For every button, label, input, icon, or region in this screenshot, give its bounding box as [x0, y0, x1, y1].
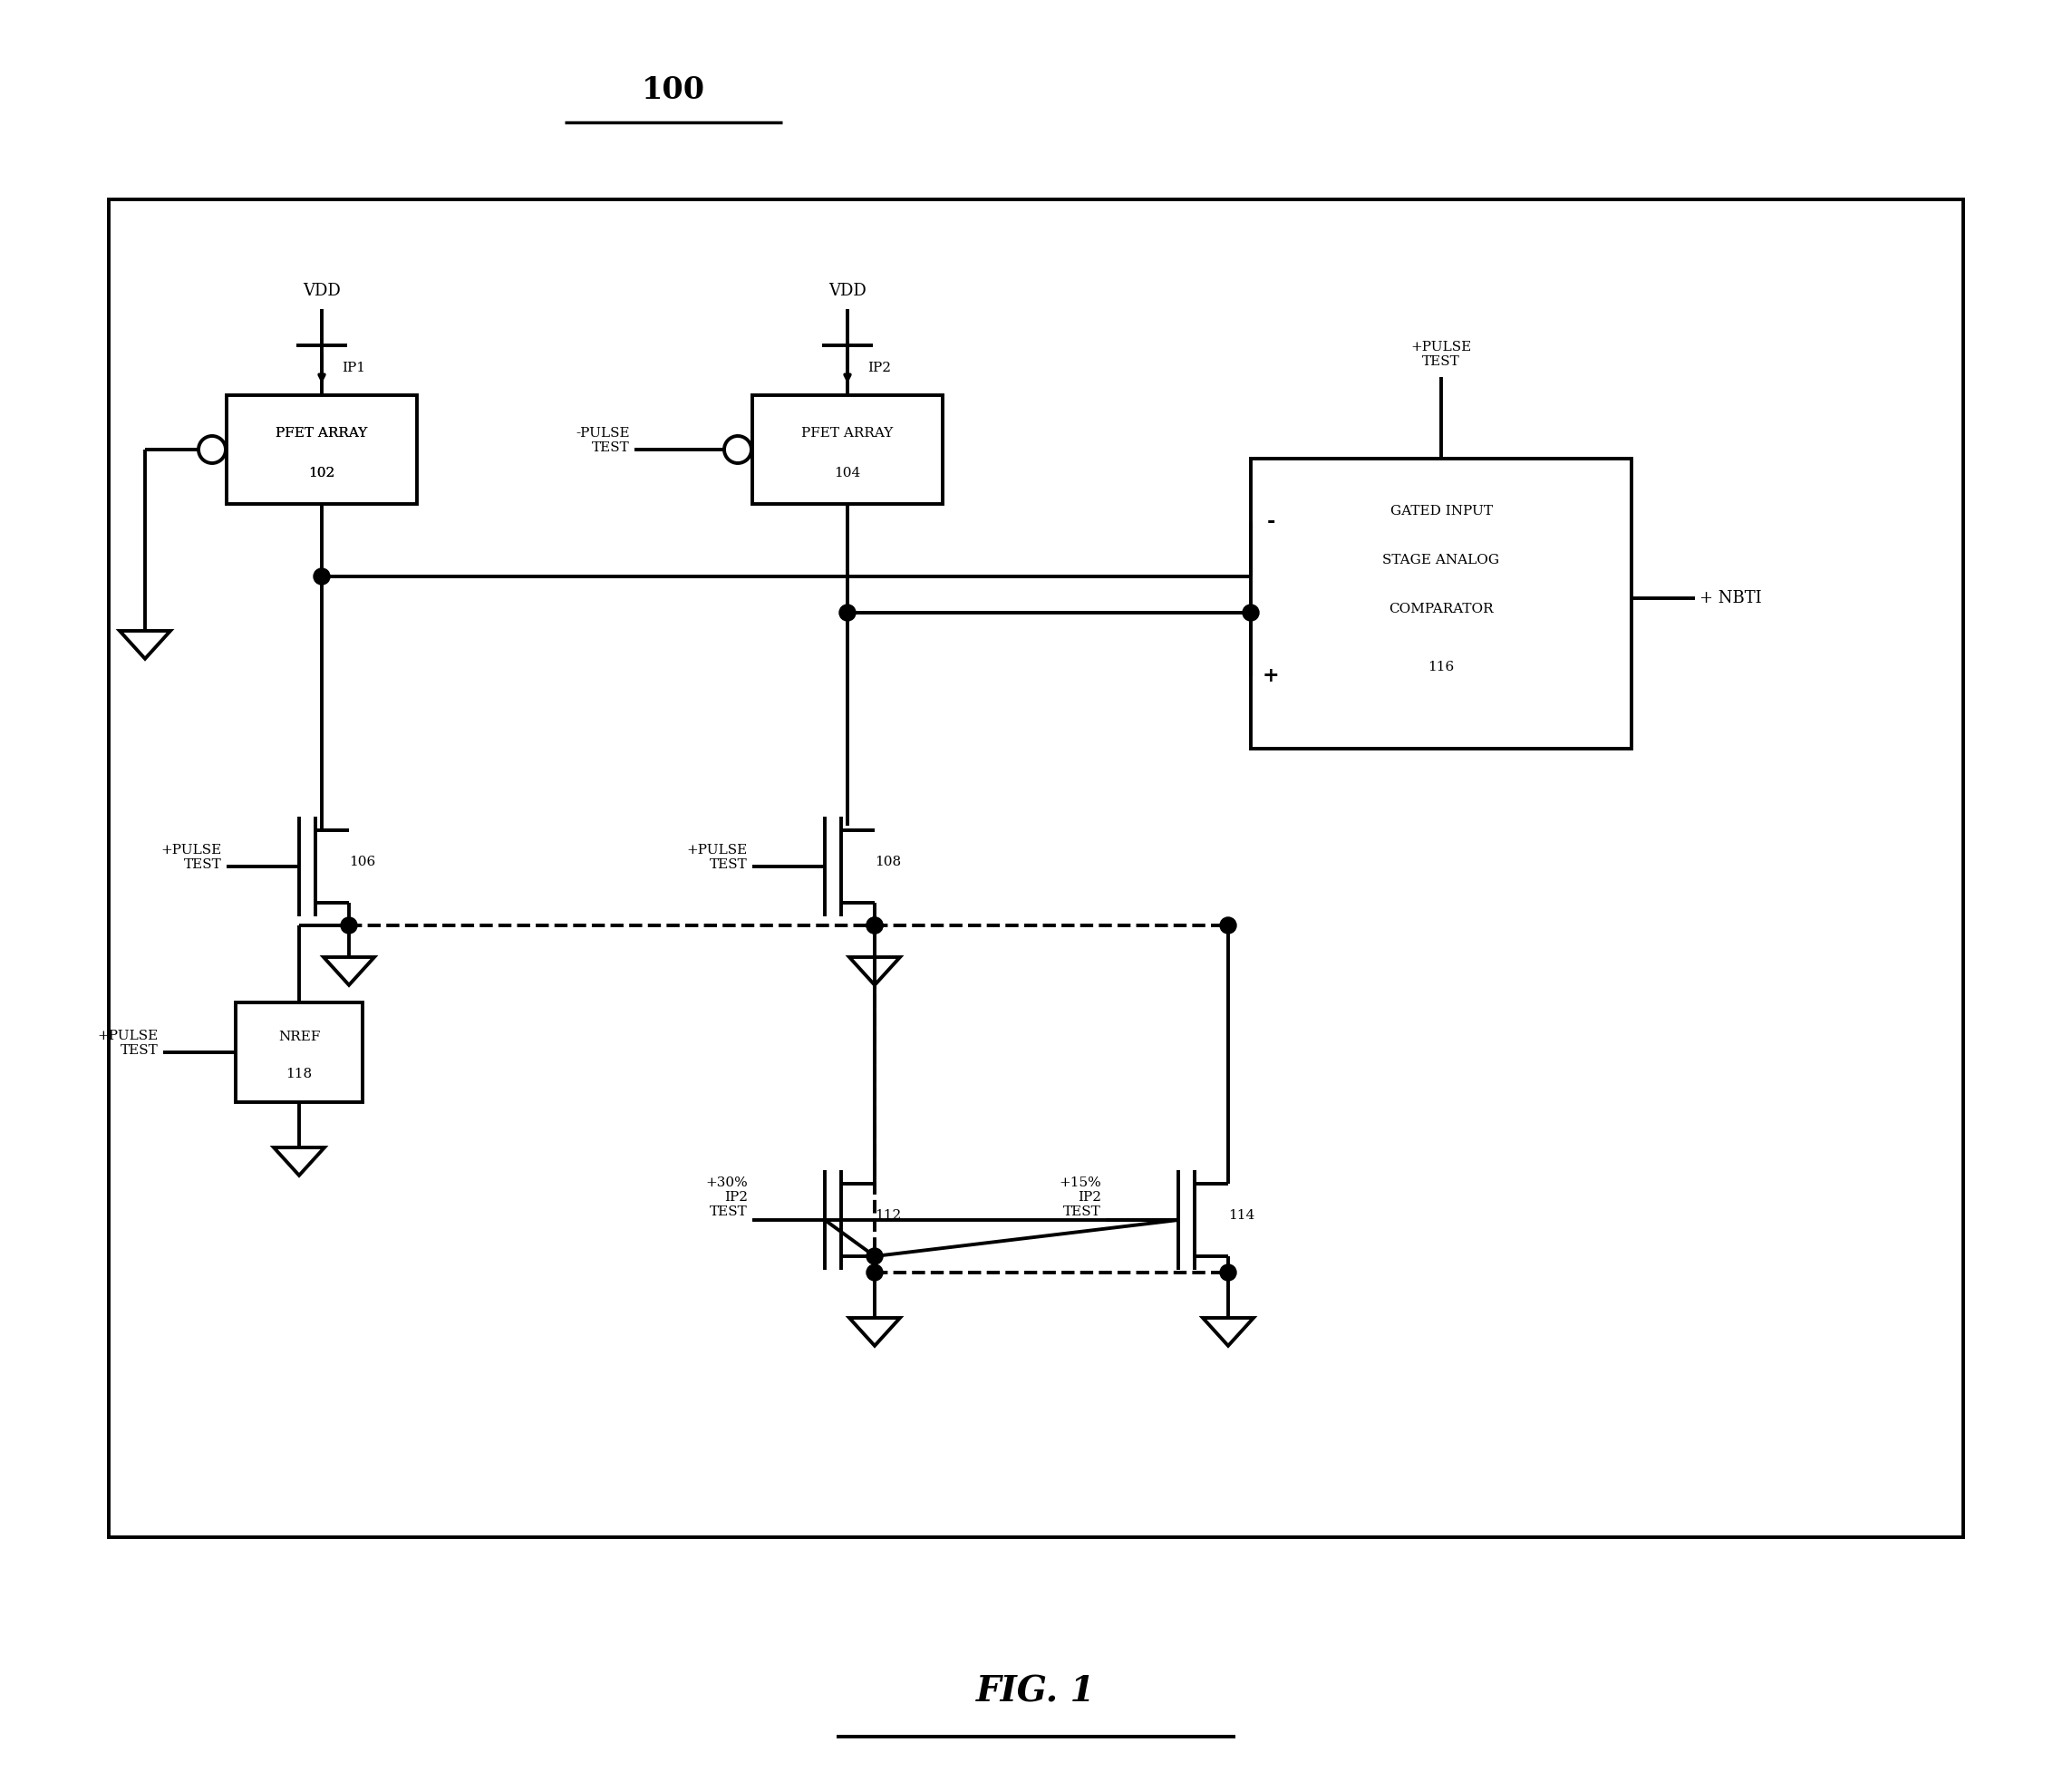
Text: +PULSE
TEST: +PULSE TEST — [162, 844, 222, 870]
Text: COMPARATOR: COMPARATOR — [1388, 604, 1494, 616]
Text: 108: 108 — [874, 856, 901, 869]
Text: + NBTI: + NBTI — [1699, 589, 1761, 605]
Text: 112: 112 — [874, 1209, 901, 1221]
Circle shape — [1220, 1264, 1237, 1281]
Text: 102: 102 — [309, 467, 336, 480]
Circle shape — [1220, 917, 1237, 933]
Text: 106: 106 — [348, 856, 375, 869]
Text: 104: 104 — [835, 467, 860, 480]
Text: FIG. 1: FIG. 1 — [976, 1675, 1096, 1709]
Circle shape — [313, 568, 329, 584]
Text: IP1: IP1 — [342, 362, 365, 374]
Bar — [1251, 458, 1631, 749]
Circle shape — [866, 917, 883, 933]
Text: +: + — [1262, 666, 1278, 686]
Text: 102: 102 — [309, 467, 336, 480]
Text: +30%
IP2
TEST: +30% IP2 TEST — [704, 1177, 748, 1218]
Bar — [752, 396, 943, 503]
Text: 118: 118 — [286, 1067, 313, 1080]
Text: PFET ARRAY: PFET ARRAY — [276, 426, 367, 439]
Text: PFET ARRAY: PFET ARRAY — [276, 426, 367, 439]
Circle shape — [866, 917, 883, 933]
Text: +PULSE
TEST: +PULSE TEST — [686, 844, 748, 870]
Text: IP2: IP2 — [868, 362, 891, 374]
Circle shape — [839, 605, 856, 621]
Circle shape — [340, 917, 356, 933]
Bar — [236, 1003, 363, 1101]
Circle shape — [866, 1264, 883, 1281]
Circle shape — [866, 1248, 883, 1264]
Text: GATED INPUT: GATED INPUT — [1390, 505, 1492, 518]
Text: VDD: VDD — [303, 283, 340, 299]
Text: 100: 100 — [642, 75, 704, 106]
Text: -: - — [1266, 512, 1274, 532]
Text: 114: 114 — [1229, 1209, 1256, 1221]
Text: -PULSE
TEST: -PULSE TEST — [576, 426, 630, 455]
Bar — [108, 199, 1964, 1537]
Bar — [226, 396, 416, 503]
Text: PFET ARRAY: PFET ARRAY — [802, 426, 893, 439]
Text: 116: 116 — [1428, 661, 1455, 673]
Text: +PULSE
TEST: +PULSE TEST — [97, 1030, 160, 1057]
Text: STAGE ANALOG: STAGE ANALOG — [1382, 553, 1500, 566]
Text: +PULSE
TEST: +PULSE TEST — [1411, 340, 1471, 369]
Text: VDD: VDD — [829, 283, 866, 299]
Text: NREF: NREF — [278, 1032, 321, 1044]
Circle shape — [1243, 605, 1260, 621]
Text: +15%
IP2
TEST: +15% IP2 TEST — [1059, 1177, 1100, 1218]
